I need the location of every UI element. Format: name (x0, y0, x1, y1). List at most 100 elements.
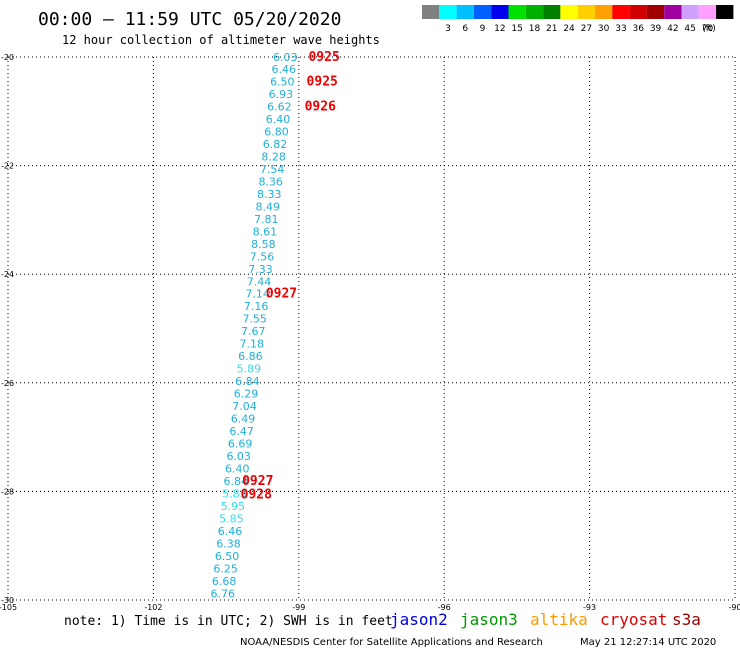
legend-label: 45 (684, 24, 695, 34)
lat-tick-label: -22 (1, 162, 14, 171)
page-subtitle: 12 hour collection of altimeter wave hei… (62, 33, 380, 47)
wave-height-label: 7.04 (232, 400, 257, 413)
lon-tick-label: -96 (438, 603, 451, 612)
wave-height-label: 5.95 (221, 500, 246, 513)
wave-height-observations: 6.036.466.506.936.626.406.806.828.287.54… (210, 51, 297, 600)
map-axis-ticks: -105 -102 -99 -96 -93 -90 -20 -22 -24 -26 -28 -30 (0, 53, 740, 612)
legend-swatch (629, 5, 647, 19)
legend-swatch (525, 5, 544, 19)
wave-height-label: 6.25 (213, 563, 238, 576)
wave-height-label: 5.89 (237, 363, 262, 376)
legend-label: 42 (667, 24, 678, 34)
legend-label: 15 (511, 24, 522, 34)
wave-height-label: 8.28 (261, 150, 286, 163)
map-grid (7, 56, 736, 601)
legend-label: 12 (494, 24, 505, 34)
wave-height-label: 6.40 (266, 113, 291, 126)
legend-label: 18 (529, 24, 541, 34)
legend-swatch (577, 5, 595, 19)
lon-tick-label: -102 (144, 603, 162, 612)
legend-swatch (422, 5, 440, 19)
legend-label: 33 (615, 24, 626, 34)
pass-time-label: 0926 (305, 99, 336, 114)
lat-tick-label: -24 (1, 270, 14, 279)
legend-swatch (595, 5, 613, 19)
wave-height-label: 6.62 (267, 100, 292, 113)
wave-height-label: 8.61 (253, 225, 278, 238)
legend-label: 39 (650, 24, 662, 34)
legend-label: 70 (702, 24, 714, 34)
wave-height-label: 6.69 (228, 438, 253, 451)
wave-height-label: 6.82 (263, 138, 288, 151)
satellite-altika: altika (530, 610, 588, 629)
pass-time-label: 0927 (242, 474, 273, 489)
legend-swatch (491, 5, 509, 19)
wave-height-label: 7.81 (254, 213, 279, 226)
pass-time-label: 0928 (241, 488, 272, 503)
satellite-legend: jason2 jason3 altika cryosat s3a (390, 610, 701, 629)
legend-swatch (473, 5, 492, 19)
wave-height-label: 5.83 (222, 488, 247, 501)
wave-height-label: 6.46 (218, 525, 243, 538)
wave-height-label: 7.16 (244, 300, 269, 313)
satellite-s3a: s3a (672, 610, 701, 629)
wave-height-label: 6.03 (273, 51, 298, 64)
wave-height-label: 8.49 (256, 200, 281, 213)
lat-tick-label: -30 (1, 596, 14, 605)
lat-tick-label: -26 (1, 379, 14, 388)
lat-tick-label: -28 (1, 487, 14, 496)
wave-height-label: 5.85 (219, 513, 244, 526)
pass-time-label: 0925 (308, 50, 339, 65)
footer-note: note: 1) Time is in UTC; 2) SWH is in fe… (64, 614, 393, 629)
satellite-jason2: jason2 (390, 610, 448, 629)
wave-height-label: 6.03 (226, 450, 251, 463)
wave-height-label: 6.50 (270, 75, 295, 88)
swh-color-legend: 3 6 9 12 15 18 21 24 27 30 33 36 39 42 45 70(ft) (422, 5, 734, 34)
wave-height-label: 6.40 (225, 463, 250, 476)
wave-height-label: 8.33 (257, 188, 282, 201)
wave-height-label: 6.84 (235, 375, 260, 388)
legend-unit: (ft) (702, 24, 716, 34)
legend-label: 3 (445, 24, 451, 34)
footer-credit: NOAA/NESDIS Center for Satellite Applica… (240, 637, 543, 648)
wave-height-label: 7.33 (248, 263, 273, 276)
wave-height-label: 7.44 (247, 275, 272, 288)
legend-swatch (456, 5, 474, 19)
wave-height-label: 6.38 (216, 538, 241, 551)
wave-height-label: 6.84 (224, 475, 249, 488)
wave-height-label: 7.14 (245, 288, 270, 301)
satellite-jason3: jason3 (460, 610, 518, 629)
legend-swatch (560, 5, 578, 19)
satellite-cryosat: cryosat (600, 610, 667, 629)
wave-height-label: 6.47 (229, 425, 254, 438)
legend-label: 36 (633, 24, 645, 34)
wave-height-label: 8.36 (258, 175, 283, 188)
wave-height-label: 6.86 (238, 350, 263, 363)
wave-height-label: 6.76 (210, 587, 235, 600)
legend-swatch (664, 5, 682, 19)
legend-swatch (439, 5, 457, 19)
legend-swatch (508, 5, 526, 19)
wave-height-label: 7.56 (250, 250, 275, 263)
wave-height-label: 7.54 (260, 163, 285, 176)
wave-height-label: 6.46 (272, 63, 297, 76)
wave-height-label: 6.93 (269, 88, 294, 101)
wave-height-label: 8.58 (251, 238, 276, 251)
legend-swatch (681, 5, 699, 19)
wave-height-label: 6.68 (212, 575, 237, 588)
wave-height-label: 6.80 (264, 125, 289, 138)
legend-swatch (612, 5, 630, 19)
legend-label: 24 (563, 24, 575, 34)
wave-height-label: 7.18 (240, 338, 265, 351)
lon-tick-label: -90 (728, 603, 740, 612)
legend-swatch (543, 5, 561, 19)
legend-swatch (716, 5, 734, 19)
wave-height-label: 6.49 (231, 413, 256, 426)
wave-height-label: 7.55 (242, 313, 267, 326)
lon-tick-label: -93 (583, 603, 596, 612)
legend-label: 30 (598, 24, 610, 34)
legend-label: 6 (462, 24, 468, 34)
wave-height-label: 7.67 (241, 325, 266, 338)
